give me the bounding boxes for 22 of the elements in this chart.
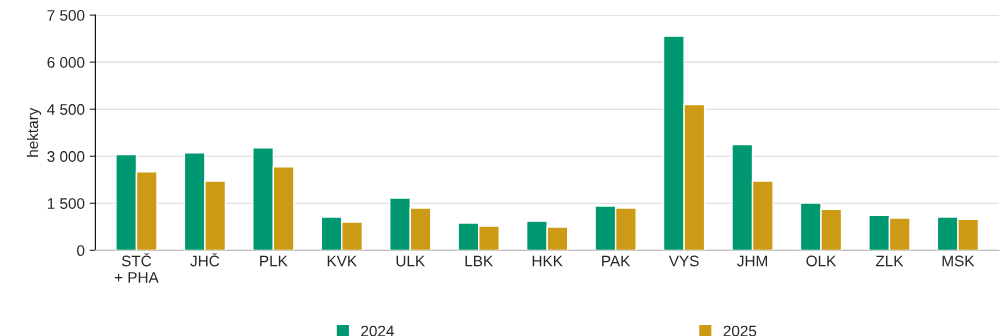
- x-tick-label: ULK: [396, 255, 425, 267]
- x-tick-label: MSK: [942, 255, 975, 267]
- x-tick-label: LBK: [465, 255, 493, 267]
- x-tick-label: PAK: [602, 255, 631, 267]
- x-tick-label: HKK: [532, 255, 563, 267]
- y-tick-label: 0: [77, 245, 85, 257]
- x-tick-label: JHM: [737, 255, 767, 267]
- y-tick-label: 6 000: [47, 57, 85, 68]
- y-tick-label: 3 000: [47, 151, 85, 162]
- legend-label: 2024: [361, 325, 394, 336]
- y-tick-label: 4 500: [47, 104, 85, 115]
- x-tick-label: STČ + PHA: [114, 252, 159, 283]
- x-tick-label: ZLK: [875, 255, 904, 267]
- legend-label: 2025: [723, 325, 757, 336]
- y-axis-title: hektary: [26, 107, 42, 157]
- x-tick-label: JHČ: [190, 252, 220, 267]
- y-tick-label: 1 500: [47, 198, 85, 209]
- y-tick-label: 7 500: [47, 9, 85, 21]
- x-tick-label: VYS: [668, 255, 699, 267]
- x-tick-label: PLK: [260, 255, 288, 267]
- x-tick-label: OLK: [806, 255, 837, 267]
- x-tick-label: KVK: [327, 255, 357, 267]
